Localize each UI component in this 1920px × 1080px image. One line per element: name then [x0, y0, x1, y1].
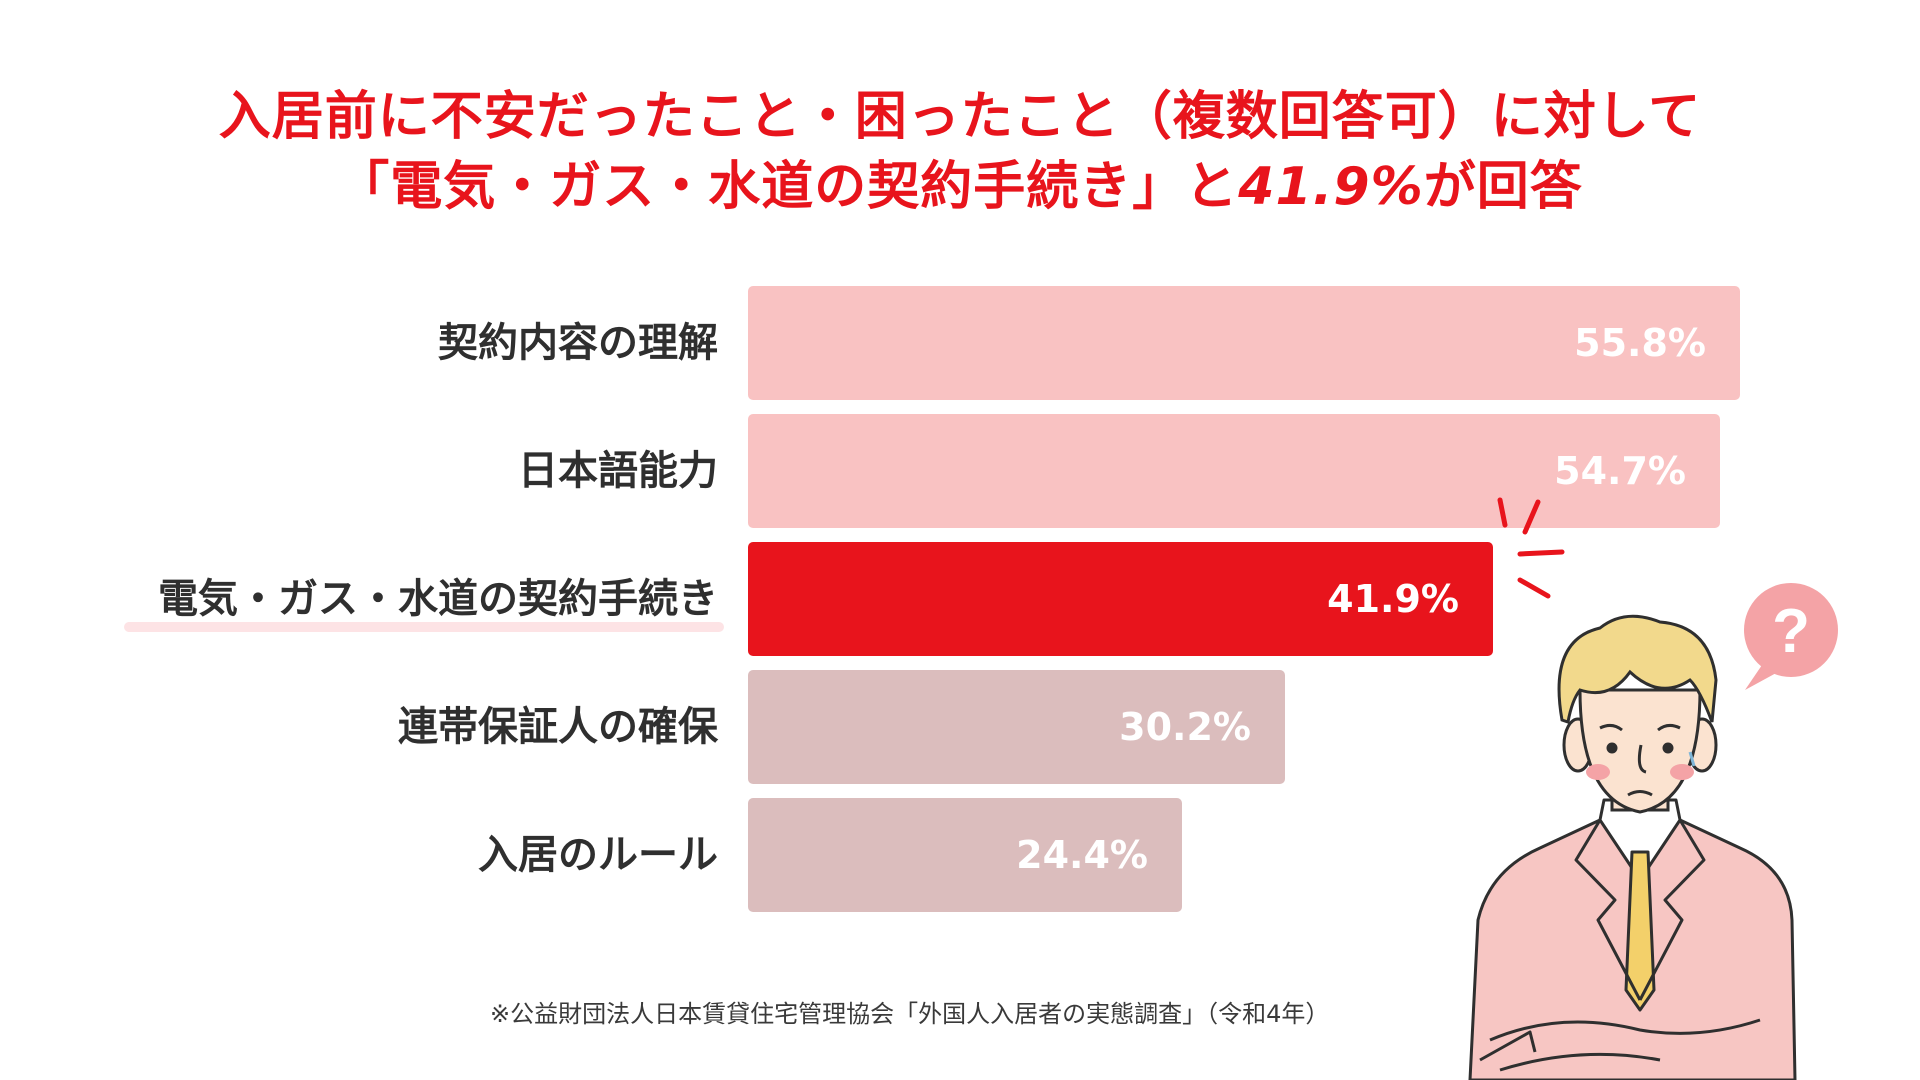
bar: 55.8%	[748, 286, 1740, 400]
category-label: 日本語能力	[518, 448, 718, 494]
category-label: 電気・ガス・水道の契約手続き	[158, 576, 718, 622]
bar: 30.2%	[748, 670, 1285, 784]
bar-value-label: 55.8%	[1574, 321, 1706, 365]
bar: 54.7%	[748, 414, 1720, 528]
source-note: ※公益財団法人日本賃貸住宅管理協会「外国人入居者の実態調査」（令和4年）	[490, 1000, 1330, 1028]
category-label: 契約内容の理解	[438, 320, 718, 366]
highlight-underline	[124, 622, 724, 632]
highlighted-bar: 41.9%	[748, 542, 1493, 656]
title-line-1: 入居前に不安だったこと・困ったこと（複数回答可）に対して	[218, 87, 1702, 147]
question-bubble-icon: ?	[1744, 583, 1838, 690]
bar: 24.4%	[748, 798, 1182, 912]
bar-value-label: 24.4%	[1016, 833, 1148, 877]
category-label: 連帯保証人の確保	[398, 704, 718, 750]
right-blush	[1670, 764, 1694, 780]
title-highlight-value: 41.9%	[1238, 157, 1424, 217]
man-body	[1468, 798, 1797, 1080]
title-prefix: 「電気・ガス・水道の契約手続き」と	[337, 157, 1239, 217]
chart-title: 入居前に不安だったこと・困ったこと（複数回答可）に対して 「電気・ガス・水道の契…	[0, 82, 1920, 222]
bar-value-label: 54.7%	[1554, 449, 1686, 493]
category-label: 入居のルール	[478, 832, 718, 878]
question-mark: ?	[1772, 597, 1810, 666]
bar-value-label: 30.2%	[1119, 705, 1251, 749]
man-head	[1557, 614, 1718, 814]
bar-value-label: 41.9%	[1327, 577, 1459, 621]
title-line-2: 「電気・ガス・水道の契約手続き」と41.9%が回答	[0, 152, 1920, 222]
title-suffix: が回答	[1423, 157, 1583, 217]
emphasis-lines-icon	[1497, 497, 1565, 599]
left-blush	[1586, 764, 1610, 780]
